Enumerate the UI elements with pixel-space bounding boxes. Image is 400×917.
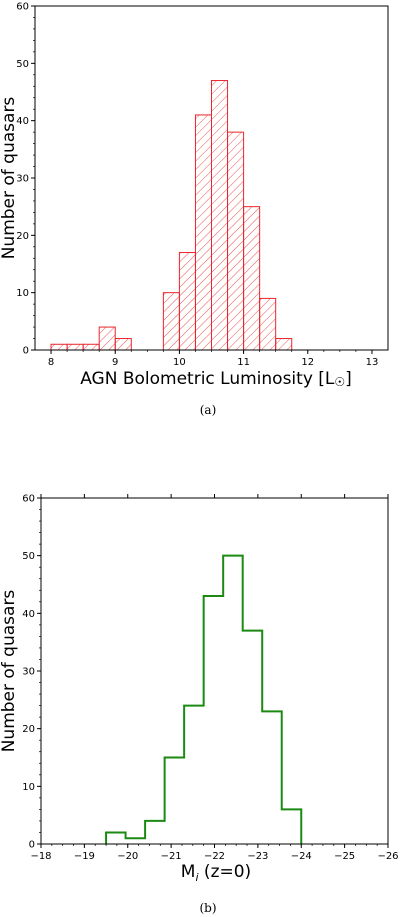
y-tick-label: 0 [29,840,35,851]
y-tick-label: 60 [16,2,29,13]
histogram-bar [98,326,116,351]
histogram-bar [227,131,245,351]
x-tick-label: −24 [291,851,312,862]
histogram-luminosity: 8 9 10 11 12 13 0 10 20 30 40 50 60 AGN Bolometric L… [0,2,389,417]
y-tick-label: 10 [16,288,29,299]
y-tick-label: 0 [23,346,29,357]
histogram-magnitude: −18 −19 −20 −21 −22 −23 −24 −25 −26 0 10 20 30 40 50 60… [0,494,399,916]
x-axis-label: Mi (z=0) [181,862,251,884]
y-tick-label: 50 [22,551,35,562]
histogram-bar [82,343,100,351]
x-tick-label: 12 [301,357,314,368]
x-axis-label: AGN Bolometric Luminosity [L☉] [80,369,352,389]
histogram-bar [162,292,180,351]
x-tick-label: 13 [366,357,379,368]
y-tick-label: 30 [22,667,35,678]
histogram-bar [275,338,293,351]
x-tick-label: −25 [334,851,355,862]
x-tick-label: 9 [112,357,118,368]
histogram-bar [178,252,196,351]
x-tick-label: −18 [30,851,51,862]
caption-a: (a) [200,403,217,417]
x-tick-label: 8 [48,357,54,368]
x-tick-label: −23 [247,851,268,862]
plot-frame [40,497,389,845]
caption-b: (b) [199,901,216,915]
histogram-bar [66,343,84,351]
histogram-bar [194,114,212,351]
histogram-bar [243,206,261,351]
y-axis-label: Number of quasars [0,97,19,260]
histogram-bar [50,343,68,351]
x-tick-label: −26 [377,851,398,862]
x-tick-label: −20 [117,851,138,862]
bars [50,80,293,351]
axis-ticks: 8 9 10 11 12 13 0 10 20 30 40 50 60 [16,2,378,369]
x-tick-label: −21 [161,851,182,862]
histogram-bar [114,338,132,351]
x-tick-label: −22 [204,851,225,862]
y-tick-label: 20 [22,724,35,735]
y-tick-label: 10 [22,782,35,793]
y-tick-label: 60 [22,494,35,505]
y-tick-label: 40 [22,609,35,620]
histogram-bar [259,297,277,351]
axis-ticks: −18 −19 −20 −21 −22 −23 −24 −25 −26 0 10 20 30 40 50 60 [22,494,398,863]
y-tick-label: 20 [16,231,29,242]
y-axis-label: Number of quasars [0,590,19,753]
y-tick-label: 50 [16,59,29,70]
histogram-bar [211,80,229,351]
step-line [105,554,303,844]
x-tick-label: −19 [74,851,95,862]
x-tick-label: 10 [173,357,186,368]
y-tick-label: 30 [16,174,29,185]
x-tick-label: 11 [237,357,250,368]
y-tick-label: 40 [16,116,29,127]
